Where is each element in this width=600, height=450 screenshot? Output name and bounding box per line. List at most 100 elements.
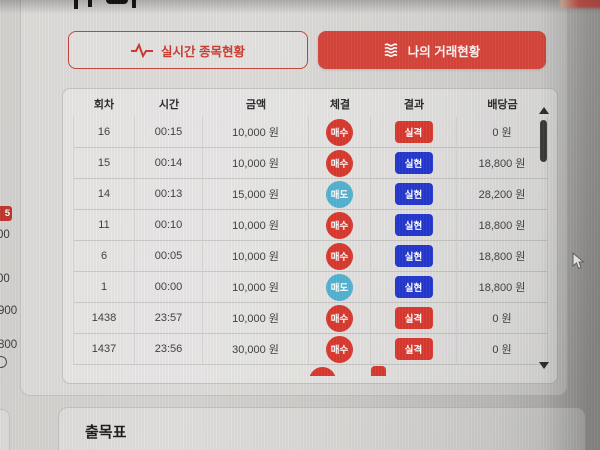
left-fragment-circle-icon: [0, 356, 7, 368]
left-fragment: 00: [0, 273, 10, 285]
cell-result: 실격: [371, 334, 457, 365]
table-row: 1437 23:56 30,000 원 매수 실격 0 원: [73, 334, 557, 365]
cell-payout: 0 원: [457, 303, 548, 334]
cell-side: 매수: [309, 303, 371, 334]
cell-side: 매수: [309, 148, 371, 179]
tab-my-trades[interactable]: 나의 거래현황: [318, 31, 546, 69]
left-fragment: 00: [0, 229, 10, 241]
cell-amount: 10,000 원: [203, 303, 309, 334]
cell-time: 23:57: [135, 303, 203, 334]
vertical-scrollbar[interactable]: [537, 107, 549, 369]
side-badge-buy: 매수: [326, 335, 353, 363]
cell-payout: 18,800 원: [457, 241, 548, 272]
cell-round: 1: [73, 272, 135, 303]
cell-time: 00:13: [135, 179, 203, 210]
mouse-cursor: [572, 251, 585, 275]
table-row: 15 00:14 10,000 원 매수 실현 18,800 원: [73, 148, 557, 179]
wavy-list-icon: [384, 43, 400, 57]
cell-time: 00:10: [135, 210, 203, 241]
cell-amount: 10,000 원: [203, 210, 309, 241]
scroll-down-icon[interactable]: [539, 362, 549, 369]
top-right-artifact: [560, 0, 600, 8]
side-badge-buy-clipped: [309, 367, 336, 376]
cell-payout: 18,800 원: [457, 210, 548, 241]
cell-amount: 15,000 원: [203, 179, 309, 210]
cell-round: 15: [73, 148, 135, 179]
cell-payout: 18,800 원: [457, 272, 548, 303]
col-header-payout: 배당금: [487, 99, 518, 111]
cell-side: 매수: [309, 210, 371, 241]
table-header-row: 회차 시간 금액 체결 결과 배당금: [73, 91, 557, 117]
side-badge-sell: 매도: [326, 180, 353, 208]
cell-amount: 10,000 원: [203, 241, 309, 272]
result-badge-fail: 실격: [394, 307, 433, 329]
cell-result: 실현: [371, 241, 457, 272]
cell-result: 실격: [371, 303, 457, 334]
scroll-up-icon[interactable]: [539, 107, 549, 114]
side-badge-buy: 매수: [326, 149, 353, 177]
col-header-time: 시간: [158, 99, 180, 111]
cell-amount: 10,000 원: [203, 117, 309, 148]
cell-round: 1438: [73, 303, 135, 334]
result-badge-win: 실현: [394, 152, 433, 174]
side-badge-buy: 매수: [326, 242, 353, 270]
chart-section-card: 출목표: [58, 407, 586, 450]
table-row: 1438 23:57 10,000 원 매수 실격 0 원: [73, 303, 557, 334]
col-header-side: 체결: [329, 99, 351, 111]
pulse-icon: [131, 42, 153, 58]
col-header-amount: 금액: [245, 99, 267, 111]
cell-result: 실현: [371, 272, 457, 303]
cell-side: 매수: [309, 117, 371, 148]
cell-time: 00:00: [135, 272, 203, 303]
side-badge-buy: 매수: [326, 118, 353, 146]
cell-amount: 10,000 원: [203, 148, 309, 179]
cell-result: 실현: [371, 148, 457, 179]
cell-time: 00:14: [135, 148, 203, 179]
cell-side: 매수: [309, 334, 371, 365]
table-row: 11 00:10 10,000 원 매수 실현 18,800 원: [73, 210, 557, 241]
cell-time: 00:15: [135, 117, 203, 148]
cell-payout: 0 원: [457, 334, 548, 365]
result-badge-win: 실현: [394, 276, 433, 298]
result-badge-fail: 실격: [394, 121, 433, 143]
side-badge-sell: 매도: [326, 273, 353, 301]
cell-payout: 28,200 원: [457, 179, 548, 210]
cell-result: 실현: [371, 179, 457, 210]
result-badge-fail: 실격: [394, 338, 433, 360]
left-fragment: 800: [0, 339, 18, 351]
cell-side: 매수: [309, 241, 371, 272]
left-clipped-card: [0, 409, 10, 450]
cell-amount: 10,000 원: [203, 272, 309, 303]
section-title: 출목표: [85, 424, 127, 441]
tab-live-stock-status[interactable]: 실시간 종목현황: [68, 31, 308, 69]
table-row-partial: [73, 365, 557, 376]
cell-time: 00:05: [135, 241, 203, 272]
cell-time: 23:56: [135, 334, 203, 365]
result-badge-win: 실현: [394, 183, 433, 205]
tab-mine-label: 나의 거래현황: [407, 44, 481, 59]
cell-round: 16: [73, 117, 135, 148]
table-row: 6 00:05 10,000 원 매수 실현 18,800 원: [73, 241, 557, 272]
left-fragment: 900: [0, 305, 18, 317]
cell-round: 1437: [73, 334, 135, 365]
side-badge-buy: 매수: [326, 211, 353, 239]
result-badge-win: 실현: [394, 245, 433, 267]
cell-round: 6: [73, 241, 135, 272]
cell-round: 11: [73, 210, 135, 241]
cell-payout: 0 원: [457, 117, 548, 148]
trade-history-table: 회차 시간 금액 체결 결과 배당금 16 00:15 10,000 원 매수 …: [62, 88, 558, 384]
result-badge-win: 실현: [394, 214, 433, 236]
result-badge-fail-clipped: [371, 366, 386, 376]
scrollbar-thumb[interactable]: [540, 120, 547, 162]
cell-result: 실격: [371, 117, 457, 148]
col-header-result: 결과: [403, 99, 425, 111]
tab-button-row: 실시간 종목현황 나의 거래현황: [68, 31, 546, 69]
cell-amount: 30,000 원: [203, 334, 309, 365]
tab-live-label: 실시간 종목현황: [161, 44, 245, 59]
cell-side: 매도: [309, 179, 371, 210]
col-header-round: 회차: [93, 99, 115, 111]
cell-result: 실현: [371, 210, 457, 241]
table-row: 16 00:15 10,000 원 매수 실격 0 원: [73, 117, 557, 148]
cell-payout: 18,800 원: [457, 148, 548, 179]
